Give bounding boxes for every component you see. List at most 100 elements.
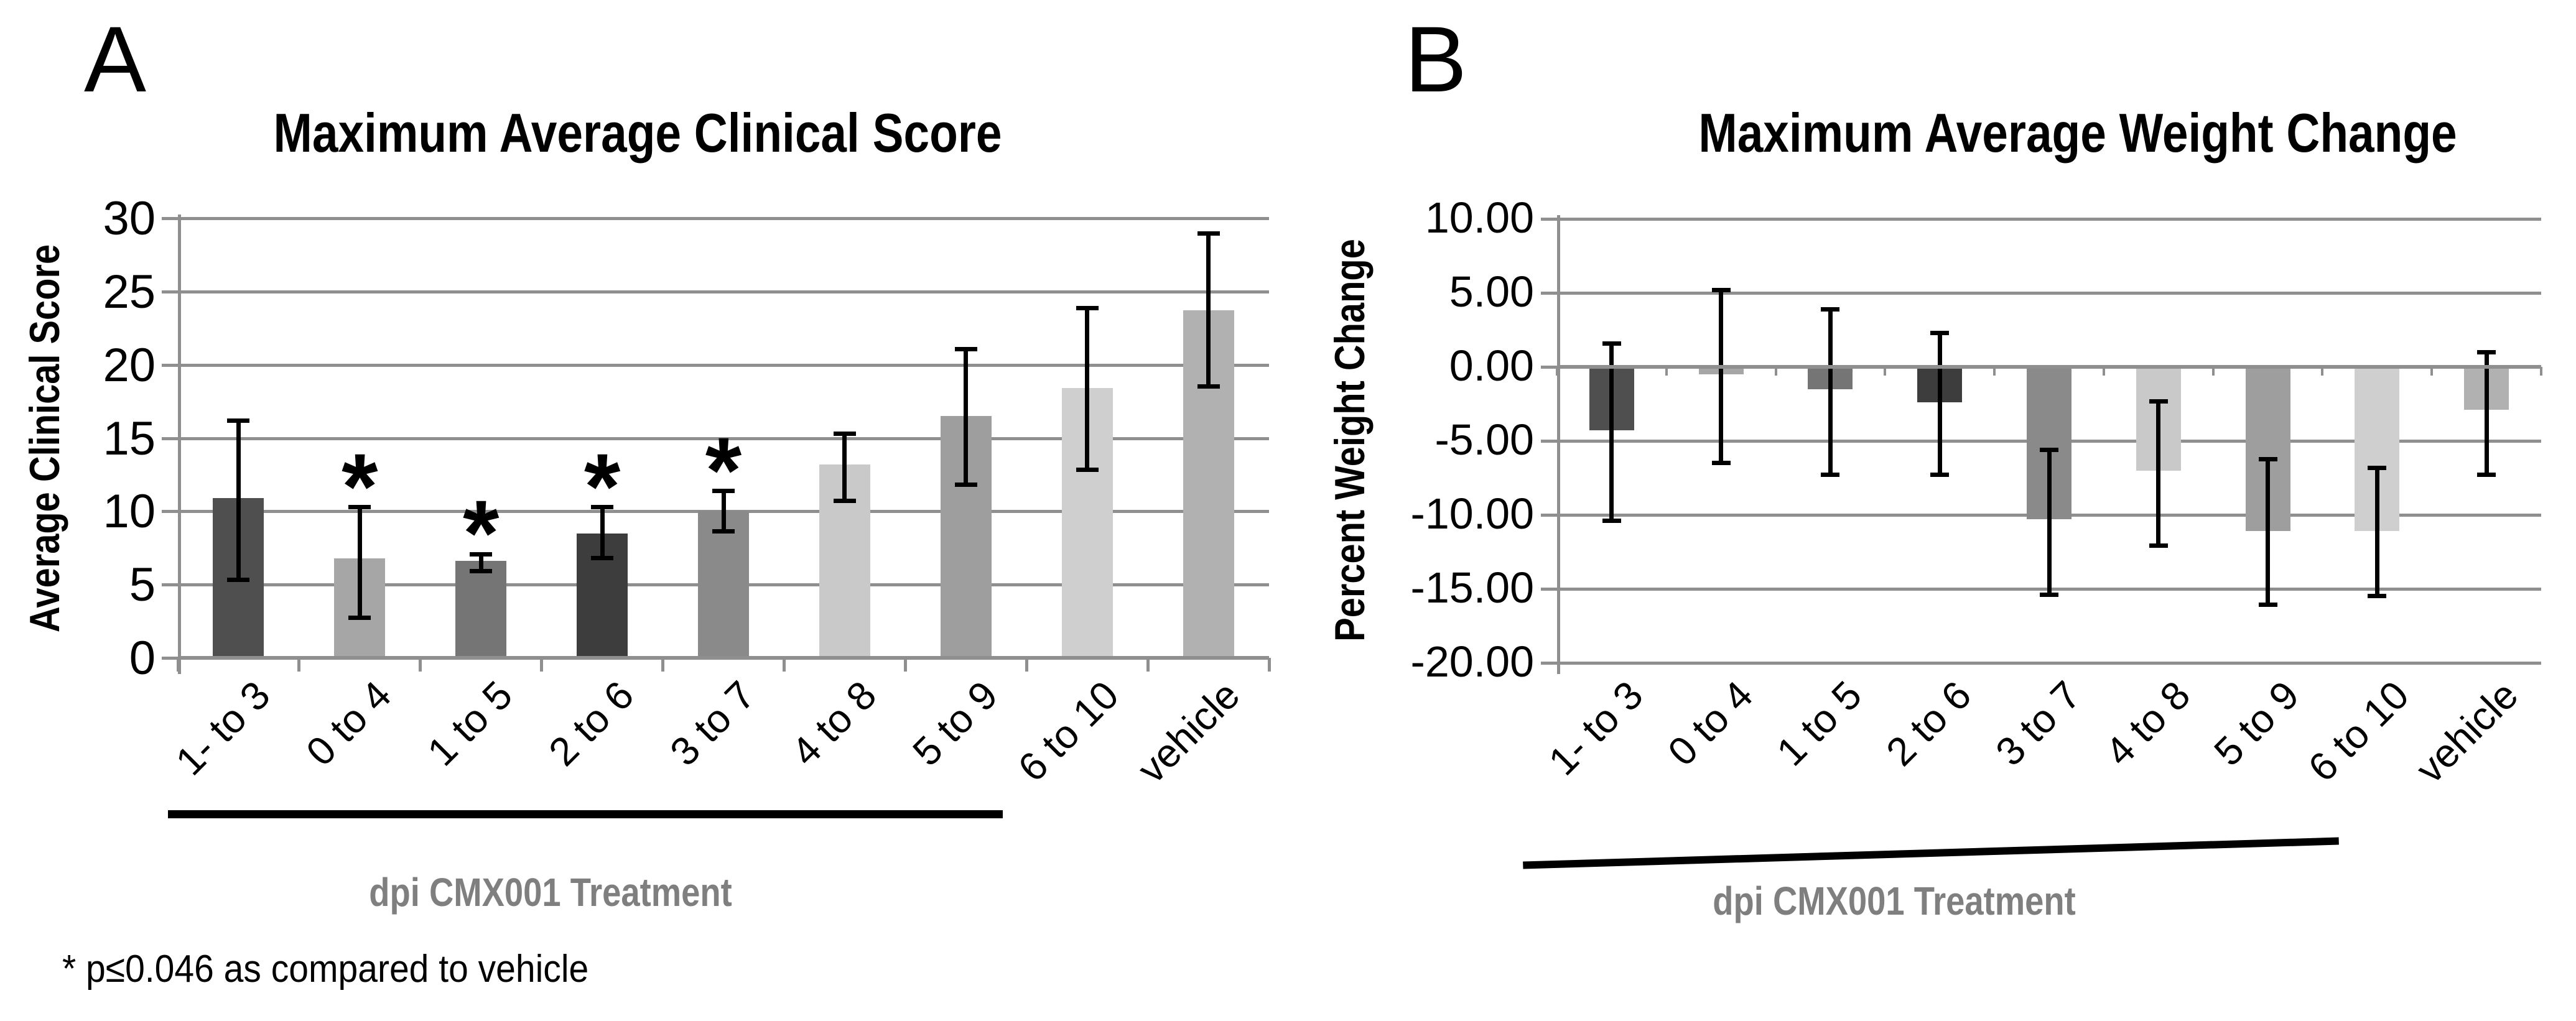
bar-1 to 5	[455, 561, 507, 658]
gridline	[1557, 292, 2541, 295]
x-axis-tick	[1884, 367, 1887, 376]
error-bar	[1719, 290, 1724, 463]
y-axis-tick	[1541, 218, 1557, 221]
gridline	[1557, 218, 2541, 221]
x-axis-tick	[1774, 367, 1777, 376]
gridline	[178, 437, 1269, 440]
error-bar-cap-bottom	[2258, 603, 2277, 608]
chart-a-title: Maximum Average Clinical Score	[209, 104, 1066, 162]
error-bar	[2047, 450, 2052, 595]
x-category-label: 3 to 7	[1987, 672, 2090, 775]
error-bar	[2374, 467, 2379, 596]
error-bar	[1828, 309, 1833, 475]
x-axis-tick	[1025, 658, 1028, 672]
error-bar	[1085, 307, 1090, 471]
x-axis-tick	[782, 658, 786, 672]
x-category-label: vehicle	[2407, 672, 2527, 792]
error-bar	[2156, 400, 2161, 546]
x-axis-tick	[419, 658, 422, 672]
x-axis-tick	[1665, 367, 1668, 376]
x-axis-tick	[1993, 367, 1996, 376]
error-bar-cap-top	[1711, 288, 1731, 293]
error-bar	[721, 491, 726, 532]
y-axis-tick	[162, 437, 178, 440]
error-bar-cap-top	[833, 432, 856, 437]
error-bar-cap-bottom	[470, 568, 493, 573]
x-category-label: 1 to 5	[1768, 672, 1871, 775]
y-axis-tick	[1541, 366, 1557, 369]
significance-asterisk: *	[705, 417, 742, 522]
error-bar	[600, 507, 605, 558]
error-bar-cap-bottom	[1076, 468, 1099, 473]
x-category-label: 4 to 8	[782, 672, 885, 775]
error-bar-cap-bottom	[1197, 384, 1220, 389]
x-axis-tick	[1267, 658, 1271, 672]
y-tick-label: -15.00	[1410, 563, 1534, 612]
significance-footnote: * p≤0.046 as compared to vehicle	[62, 947, 635, 991]
x-axis-tick	[903, 658, 907, 672]
error-bar-cap-top	[1821, 307, 1840, 312]
gridline	[178, 290, 1269, 293]
y-tick-label: 5	[129, 558, 156, 612]
y-axis-tick	[1541, 662, 1557, 665]
error-bar-cap-top	[712, 489, 735, 494]
y-axis-tick	[162, 657, 178, 660]
error-bar-cap-top	[591, 505, 614, 510]
error-bar-cap-bottom	[712, 529, 735, 534]
y-axis-tick	[1541, 588, 1557, 591]
y-axis-tick	[1541, 292, 1557, 295]
y-axis-tick	[162, 363, 178, 367]
error-bar	[842, 433, 847, 501]
x-category-label: 0 to 4	[297, 672, 400, 775]
error-bar-cap-top	[470, 552, 493, 557]
treatment-group-underline-a	[168, 810, 1003, 818]
gridline	[178, 363, 1269, 367]
chart-a-x-axis-label-text: dpi CMX001 Treatment	[369, 870, 732, 915]
error-bar-cap-bottom	[591, 555, 614, 560]
error-bar-cap-top	[1602, 341, 1621, 346]
x-axis-tick	[2321, 367, 2324, 376]
error-bar	[2484, 352, 2489, 475]
error-bar-cap-top	[348, 505, 371, 510]
y-tick-label: -10.00	[1410, 489, 1534, 538]
error-bar-cap-top	[2477, 350, 2496, 355]
error-bar-cap-top	[2368, 465, 2387, 470]
x-category-label: 5 to 9	[903, 672, 1006, 775]
error-bar-cap-top	[2040, 448, 2058, 453]
error-bar	[357, 507, 362, 619]
y-axis-tick	[1541, 440, 1557, 443]
y-axis-tick	[1541, 514, 1557, 517]
panel-b-letter: B	[1405, 7, 1467, 111]
x-axis-tick	[297, 658, 301, 672]
significance-footnote-text: * p≤0.046 as compared to vehicle	[62, 948, 589, 991]
y-tick-label: 0.00	[1449, 341, 1534, 390]
y-tick-label: 10.00	[1425, 193, 1534, 242]
y-tick-label: 0	[129, 632, 156, 685]
error-bar-cap-bottom	[348, 616, 371, 621]
error-bar-cap-bottom	[1821, 472, 1840, 477]
error-bar	[2266, 458, 2271, 606]
error-bar-cap-top	[227, 418, 250, 423]
error-bar-cap-top	[954, 346, 977, 351]
x-axis-tick	[2102, 367, 2105, 376]
y-axis-tick	[162, 290, 178, 293]
error-bar	[1609, 343, 1614, 521]
chart-b-x-axis-label: dpi CMX001 Treatment	[1681, 878, 2108, 924]
panel-a-letter: A	[84, 7, 147, 111]
error-bar-cap-bottom	[1602, 518, 1621, 523]
error-bar-cap-top	[2149, 399, 2168, 404]
error-bar-cap-bottom	[2149, 543, 2168, 548]
x-category-label: 2 to 6	[540, 672, 643, 775]
significance-asterisk: *	[463, 481, 500, 586]
x-category-label: vehicle	[1128, 672, 1248, 792]
x-category-label: 3 to 7	[661, 672, 764, 775]
error-bar-cap-top	[1076, 305, 1099, 310]
error-bar-cap-top	[2258, 456, 2277, 461]
x-axis-tick	[661, 658, 665, 672]
error-bar-cap-top	[1930, 331, 1950, 336]
x-category-label: 6 to 10	[1009, 672, 1127, 790]
chart-b-title: Maximum Average Weight Change	[1632, 104, 2524, 162]
error-bar	[236, 420, 241, 581]
x-axis-tick	[2211, 367, 2215, 376]
y-tick-label: 30	[103, 192, 156, 245]
